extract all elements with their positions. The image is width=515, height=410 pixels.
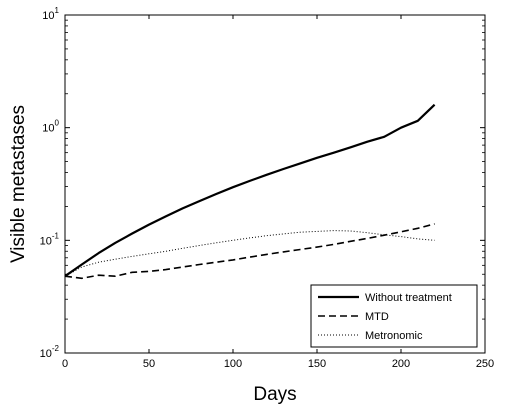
y-axis-label: Visible metastases — [8, 105, 29, 263]
x-tick-label: 100 — [224, 358, 242, 370]
series-line-without-treatment — [64, 103, 436, 278]
y-tick-label: 10-1 — [40, 231, 60, 247]
x-axis: 0 50 100 150 200 250 — [62, 15, 494, 370]
y-tick-label: 10-2 — [40, 344, 60, 360]
series-line-metronomic — [64, 230, 435, 277]
legend-label-without-treatment: Without treatment — [365, 292, 452, 304]
y-tick-label: 100 — [42, 119, 59, 135]
legend: Without treatment MTD Metronomic — [310, 284, 478, 348]
x-tick-label: 50 — [143, 358, 155, 370]
x-axis-label: Days — [253, 384, 296, 405]
y-tick-label: 101 — [42, 6, 59, 22]
y-axis: 10-2 10-1 100 101 — [40, 6, 485, 360]
x-tick-label: 200 — [392, 358, 410, 370]
x-tick-label: 150 — [308, 358, 326, 370]
legend-label-metronomic: Metronomic — [365, 330, 423, 342]
x-tick-label: 250 — [476, 358, 494, 370]
series-line-mtd — [64, 223, 435, 280]
series-group — [64, 103, 436, 280]
legend-label-mtd: MTD — [365, 311, 389, 323]
x-tick-label: 0 — [62, 358, 68, 370]
legend-box — [310, 284, 478, 348]
